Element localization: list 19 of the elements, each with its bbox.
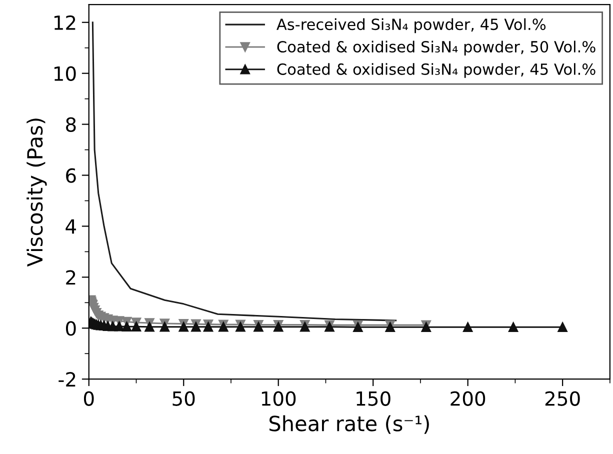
x-tick-label: 250 [545,391,580,406]
y-tick-label: 6 [66,168,76,183]
y-tick-label: -2 [58,372,76,386]
x-tick-label: 50 [172,391,195,406]
legend-label: As-received Si₃N₄ powder, 45 Vol.% [276,18,546,34]
y-tick-label: 12 [54,15,76,30]
x-tick-label: 150 [356,391,390,406]
x-axis-title: Shear rate (s⁻¹) [269,415,429,434]
x-tick-label: 100 [262,391,296,406]
x-tick-label: 0 [84,391,94,406]
y-axis-title: Viscosity (Pas) [26,118,47,267]
y-tick-label: 0 [66,321,76,336]
y-tick-label: 2 [66,270,76,285]
y-tick-label: 10 [54,66,76,81]
y-tick-label: 8 [66,117,76,132]
y-tick-label: 4 [66,219,76,234]
legend-label: Coated & oxidised Si₃N₄ powder, 45 Vol.% [277,63,596,78]
legend-label: Coated & oxidised Si₃N₄ powder, 50 Vol.% [277,40,596,56]
x-tick-label: 200 [450,391,486,406]
